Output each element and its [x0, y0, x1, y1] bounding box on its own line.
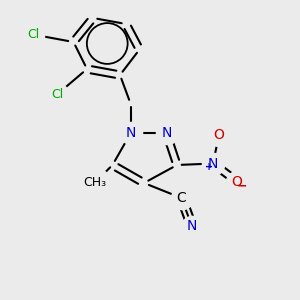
Text: C: C	[177, 191, 186, 205]
Text: −: −	[236, 179, 247, 193]
Text: N: N	[161, 127, 172, 140]
Text: N: N	[208, 157, 218, 170]
Text: Cl: Cl	[51, 88, 63, 101]
Text: CH₃: CH₃	[83, 176, 106, 190]
Text: N: N	[187, 220, 197, 233]
Text: O: O	[214, 128, 224, 142]
Text: +: +	[205, 161, 214, 172]
Text: O: O	[232, 175, 242, 188]
Text: N: N	[125, 127, 136, 140]
Text: Cl: Cl	[27, 28, 39, 41]
